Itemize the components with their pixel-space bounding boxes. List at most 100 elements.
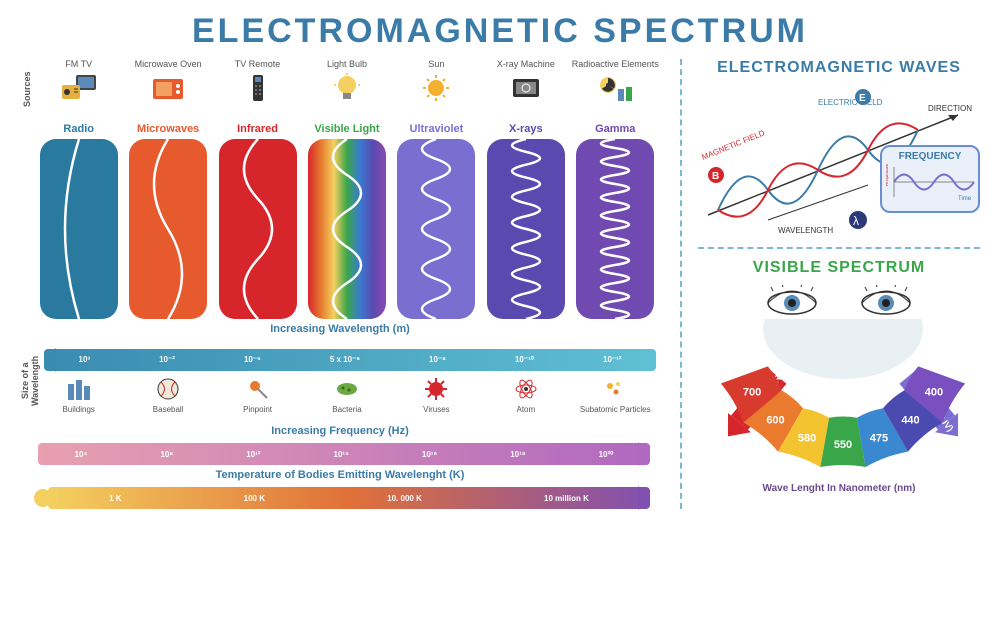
scale-tick: 1 K bbox=[109, 494, 121, 503]
eye-icon bbox=[859, 285, 913, 315]
electric-label: ELECTRIC FIELD bbox=[818, 98, 883, 107]
size-col: Atom bbox=[481, 375, 570, 414]
nm-value: 580 bbox=[798, 433, 816, 445]
bands-row: Radio Microwaves Infrared Visible Light … bbox=[20, 123, 660, 319]
right-panel: ELECTROMAGNETIC WAVES DIRECTION ELECTRIC… bbox=[680, 59, 980, 509]
visible-title: VISIBLE SPECTRUM bbox=[698, 259, 980, 277]
source-col: Microwave Oven bbox=[123, 59, 212, 105]
svg-text:E: E bbox=[859, 93, 866, 104]
radio-tv-icon bbox=[60, 71, 98, 105]
bacteria-icon bbox=[333, 375, 361, 403]
scale-tick: 10¹⁸ bbox=[510, 450, 525, 459]
nm-value: 700 bbox=[743, 387, 761, 399]
scale-tick: 10⁸ bbox=[160, 450, 173, 459]
nm-value: 550 bbox=[834, 439, 852, 451]
source-col: Light Bulb bbox=[302, 59, 391, 105]
source-col: Radioactive Elements bbox=[571, 59, 660, 105]
xray-icon bbox=[507, 71, 545, 105]
scale-tick: 100 K bbox=[244, 494, 265, 503]
nm-value: 400 bbox=[925, 387, 943, 399]
band-name: Visible Light bbox=[302, 123, 391, 135]
rainbow-arc: Infrared (IR)Ultraviolet (UV)70060058055… bbox=[698, 319, 980, 479]
visible-section: VISIBLE SPECTRUM Infrared (IR)Ultraviole… bbox=[698, 247, 980, 494]
scale-tick: 10⁻⁸ bbox=[429, 355, 446, 364]
size-col: Buildings bbox=[34, 375, 123, 414]
freq-box-title: FREQUENCY bbox=[886, 151, 974, 162]
band-name: Ultraviolet bbox=[392, 123, 481, 135]
direction-label: DIRECTION bbox=[928, 104, 972, 113]
nm-value: 600 bbox=[766, 414, 784, 426]
band-tile bbox=[40, 139, 118, 319]
particle-icon bbox=[601, 375, 629, 403]
band-col: Radio bbox=[34, 123, 123, 319]
sources-label: Sources bbox=[20, 59, 34, 119]
band-col: Gamma bbox=[571, 123, 660, 319]
band-col: X-rays bbox=[481, 123, 570, 319]
microwave-icon bbox=[149, 71, 187, 105]
wavelength-title: Increasing Wavelength (m) bbox=[20, 323, 660, 335]
svg-text:Time: Time bbox=[958, 196, 972, 202]
svg-text:λ: λ bbox=[853, 214, 859, 228]
main-title: ELECTROMAGNETIC SPECTRUM bbox=[0, 0, 1000, 51]
nm-value: 440 bbox=[901, 414, 919, 426]
source-col: Sun bbox=[392, 59, 481, 105]
size-col: Viruses bbox=[392, 375, 481, 414]
band-tile bbox=[487, 139, 565, 319]
size-col: Pinpoint bbox=[213, 375, 302, 414]
scale-tick: 10¹⁶ bbox=[422, 450, 437, 459]
scale-tick: 10¹⁵ bbox=[334, 450, 349, 459]
band-tile bbox=[397, 139, 475, 319]
frequency-title: Increasing Frequency (Hz) bbox=[20, 425, 660, 437]
band-name: X-rays bbox=[481, 123, 570, 135]
virus-icon bbox=[422, 375, 450, 403]
band-tile bbox=[576, 139, 654, 319]
band-tile bbox=[308, 139, 386, 319]
svg-text:B: B bbox=[712, 171, 719, 182]
band-col: Microwaves bbox=[123, 123, 212, 319]
scale-tick: 5 x 10⁻⁶ bbox=[330, 355, 360, 364]
scale-tick: 10³ bbox=[79, 355, 91, 364]
scale-tick: 10⁻² bbox=[159, 355, 175, 364]
scale-tick: 10⁴ bbox=[75, 450, 88, 459]
scale-tick: 10²⁰ bbox=[599, 450, 614, 459]
eye-icon bbox=[765, 285, 819, 315]
frequency-box: FREQUENCY Amplitude Time bbox=[880, 145, 980, 213]
scale-tick: 10. 000 K bbox=[387, 494, 422, 503]
lightbulb-icon bbox=[328, 71, 366, 105]
nm-value: 475 bbox=[870, 433, 888, 445]
sources-row: Sources FM TVMicrowave OvenTV RemoteLigh… bbox=[20, 59, 660, 119]
atom-icon bbox=[512, 375, 540, 403]
scale-tick: 10⁻⁵ bbox=[244, 355, 261, 364]
scale-tick: 10⁻¹⁰ bbox=[515, 355, 534, 364]
buildings-icon bbox=[65, 375, 93, 403]
source-col: X-ray Machine bbox=[481, 59, 570, 105]
wavelength-label: WAVELENGTH bbox=[778, 226, 833, 235]
radioactive-icon bbox=[596, 71, 634, 105]
magnetic-label: MAGNETIC FIELD bbox=[700, 128, 766, 162]
eyes-row bbox=[698, 285, 980, 315]
band-tile bbox=[219, 139, 297, 319]
source-col: FM TV bbox=[34, 59, 123, 105]
em-wave-diagram: DIRECTION ELECTRIC FIELD E MAGNETIC FIEL… bbox=[698, 85, 980, 235]
size-col: Baseball bbox=[123, 375, 212, 414]
scale-tick: 10¹² bbox=[246, 450, 260, 459]
pinpoint-icon bbox=[244, 375, 272, 403]
size-col: Subatomic Particles bbox=[571, 375, 660, 414]
band-name: Gamma bbox=[571, 123, 660, 135]
scale-tick: 10⁻¹² bbox=[603, 355, 621, 364]
source-col: TV Remote bbox=[213, 59, 302, 105]
band-tile bbox=[129, 139, 207, 319]
temperature-title: Temperature of Bodies Emitting Wavelengh… bbox=[20, 469, 660, 481]
band-name: Microwaves bbox=[123, 123, 212, 135]
waves-title: ELECTROMAGNETIC WAVES bbox=[698, 59, 980, 77]
left-panel: Sources FM TVMicrowave OvenTV RemoteLigh… bbox=[20, 59, 660, 509]
band-name: Infrared bbox=[213, 123, 302, 135]
band-col: Visible Light bbox=[302, 123, 391, 319]
band-col: Infrared bbox=[213, 123, 302, 319]
scale-tick: 10 million K bbox=[544, 494, 589, 503]
svg-text:Amplitude: Amplitude bbox=[886, 164, 890, 186]
band-name: Radio bbox=[34, 123, 123, 135]
wavelength-scale: Size of a Wavelength 10³10⁻²10⁻⁵5 x 10⁻⁶… bbox=[20, 341, 660, 421]
size-col: Bacteria bbox=[302, 375, 391, 414]
baseball-icon bbox=[154, 375, 182, 403]
